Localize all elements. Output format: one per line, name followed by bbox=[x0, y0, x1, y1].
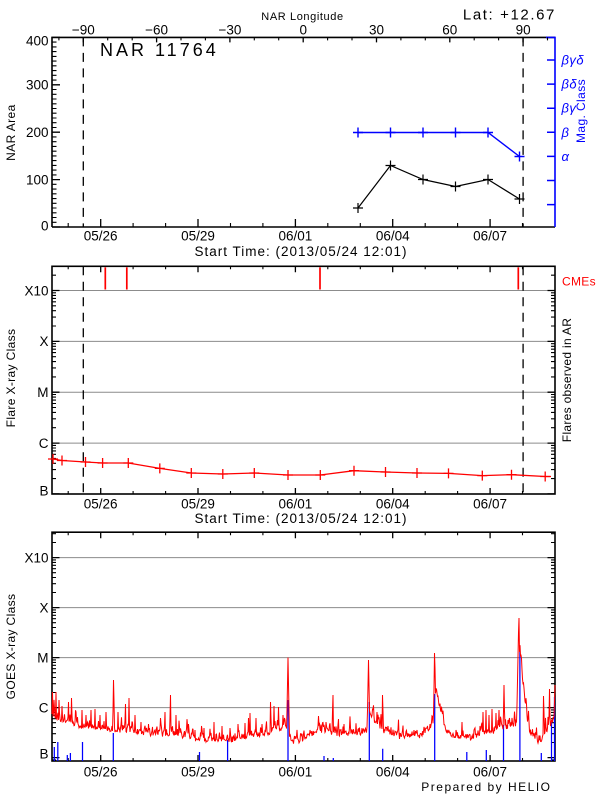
svg-text:05/26: 05/26 bbox=[84, 497, 118, 512]
svg-text:05/29: 05/29 bbox=[181, 229, 215, 244]
svg-text:C: C bbox=[39, 436, 49, 451]
svg-text:200: 200 bbox=[26, 125, 49, 140]
svg-text:05/29: 05/29 bbox=[181, 497, 215, 512]
svg-text:05/29: 05/29 bbox=[181, 765, 215, 780]
svg-text:Mag. Class: Mag. Class bbox=[574, 79, 588, 143]
svg-text:X: X bbox=[39, 600, 48, 615]
svg-text:−60: −60 bbox=[145, 22, 168, 37]
svg-text:M: M bbox=[37, 650, 48, 665]
svg-text:NAR Area: NAR Area bbox=[4, 104, 18, 161]
svg-text:0: 0 bbox=[41, 219, 49, 234]
svg-text:C: C bbox=[39, 700, 49, 715]
svg-text:400: 400 bbox=[26, 33, 49, 48]
svg-text:30: 30 bbox=[369, 22, 384, 37]
svg-text:06/04: 06/04 bbox=[376, 229, 410, 244]
svg-text:Start Time: (2013/05/24 12:01): Start Time: (2013/05/24 12:01) bbox=[194, 244, 407, 259]
svg-text:06/01: 06/01 bbox=[278, 229, 312, 244]
svg-text:Flares observed in AR: Flares observed in AR bbox=[560, 318, 574, 442]
svg-text:06/04: 06/04 bbox=[376, 497, 410, 512]
svg-text:X10: X10 bbox=[24, 550, 48, 565]
svg-text:Flare X-ray Class: Flare X-ray Class bbox=[4, 329, 18, 428]
svg-text:βδ: βδ bbox=[561, 76, 578, 91]
svg-text:B: B bbox=[39, 483, 48, 498]
svg-text:M: M bbox=[37, 385, 48, 400]
svg-text:−30: −30 bbox=[218, 22, 241, 37]
svg-text:α: α bbox=[562, 149, 570, 164]
svg-text:−90: −90 bbox=[72, 22, 95, 37]
svg-text:X10: X10 bbox=[24, 283, 48, 298]
svg-text:06/07: 06/07 bbox=[473, 497, 507, 512]
svg-text:06/04: 06/04 bbox=[376, 765, 410, 780]
svg-text:B: B bbox=[39, 746, 48, 761]
svg-text:90: 90 bbox=[516, 22, 531, 37]
svg-text:300: 300 bbox=[26, 78, 49, 93]
svg-text:06/07: 06/07 bbox=[473, 229, 507, 244]
svg-text:GOES X-ray Class: GOES X-ray Class bbox=[4, 594, 18, 700]
svg-text:Start Time: (2013/05/24 12:01): Start Time: (2013/05/24 12:01) bbox=[194, 511, 407, 526]
svg-text:05/26: 05/26 bbox=[84, 765, 118, 780]
svg-text:06/01: 06/01 bbox=[278, 497, 312, 512]
svg-text:βγ: βγ bbox=[561, 100, 578, 115]
svg-text:β: β bbox=[561, 125, 570, 140]
svg-text:NAR 11764: NAR 11764 bbox=[100, 40, 219, 60]
svg-text:CMEs: CMEs bbox=[562, 275, 596, 289]
svg-text:Prepared by HELIO: Prepared by HELIO bbox=[421, 780, 551, 794]
svg-text:06/01: 06/01 bbox=[278, 765, 312, 780]
svg-text:X: X bbox=[39, 334, 48, 349]
svg-text:0: 0 bbox=[299, 22, 307, 37]
svg-text:05/26: 05/26 bbox=[84, 229, 118, 244]
svg-text:60: 60 bbox=[442, 22, 457, 37]
svg-text:NAR Longitude: NAR Longitude bbox=[261, 11, 343, 23]
svg-text:06/07: 06/07 bbox=[473, 765, 507, 780]
svg-text:βγδ: βγδ bbox=[561, 52, 585, 67]
svg-text:100: 100 bbox=[26, 172, 49, 187]
svg-text:Lat: +12.67: Lat: +12.67 bbox=[463, 7, 556, 24]
